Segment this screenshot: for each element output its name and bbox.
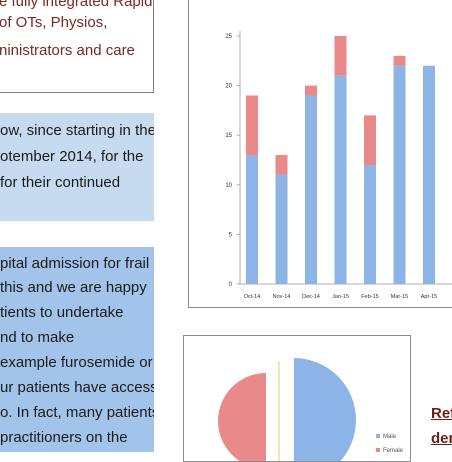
- x-tick-label: Dec-14: [302, 294, 320, 300]
- x-tick-label: Apr-15: [421, 294, 438, 300]
- y-tick-label: 5: [229, 232, 233, 238]
- bar-segment-red: [246, 95, 258, 156]
- body-line: practitioners on the: [0, 429, 128, 446]
- intro-text-box: e fully integrated Rapid of OTs, Physios…: [0, 0, 154, 93]
- legend-label-female: Female: [383, 448, 404, 454]
- body-line: example furosemide or: [0, 354, 153, 371]
- x-tick-label: Nov-14: [273, 294, 291, 300]
- body-line: pital admission for frail: [0, 255, 150, 272]
- y-tick-label: 0: [229, 282, 233, 288]
- legend-swatch-male: [376, 434, 380, 438]
- y-tick-label: 25: [225, 34, 232, 40]
- bar-segment-blue: [305, 95, 317, 285]
- x-tick-label: Feb-15: [361, 294, 378, 300]
- thanks-line: ow, since starting in the: [0, 122, 154, 139]
- bar-segment-blue: [246, 155, 258, 284]
- bar-chart-frame: 0 5 10 15 20 25 Oct-14 Nov-14 Dec-14 Jan-15 Feb-15…: [188, 0, 452, 308]
- body-line: o. In fact, many patients: [0, 404, 154, 421]
- legend-swatch-female: [376, 448, 380, 452]
- intro-line: of OTs, Physios,: [0, 14, 108, 31]
- y-tick-label: 15: [225, 133, 232, 139]
- bar-segment-red: [305, 85, 317, 96]
- body-line: tients to undertake: [0, 304, 124, 321]
- bar-segment-blue: [275, 174, 288, 284]
- intro-line: ninistrators and care: [0, 42, 135, 59]
- y-tick-label: 20: [225, 84, 232, 90]
- bar-segment-blue: [364, 164, 376, 284]
- thanks-line: otember 2014, for the: [0, 148, 144, 165]
- body-line: this and we are happy: [0, 279, 147, 296]
- intro-line: e fully integrated Rapid: [0, 0, 153, 10]
- bar-segment-red: [393, 55, 406, 66]
- body-line: ur patients have access: [0, 379, 154, 396]
- x-tick-label: Mar-15: [391, 294, 408, 300]
- y-tick-label: 10: [225, 183, 232, 189]
- pie-slice-male: [294, 358, 356, 461]
- bar-segment-red: [364, 115, 376, 165]
- references-heading-line2: der: [431, 430, 452, 447]
- references-heading: Ref: [431, 405, 452, 422]
- pie-chart: Male Female: [218, 358, 404, 461]
- body-line: nd to make: [0, 329, 75, 346]
- pie-chart-frame: Male Female: [183, 335, 411, 462]
- bar-segment-red: [275, 155, 288, 175]
- x-tick-label: Jan-15: [332, 294, 349, 300]
- bar-segment-blue: [423, 65, 435, 284]
- bar-segment-red: [334, 36, 347, 76]
- thanks-text-box: ow, since starting in the otember 2014, …: [0, 113, 154, 221]
- body-text-box: pital admission for frail this and we ar…: [0, 247, 154, 452]
- bar-chart: 0 5 10 15 20 25 Oct-14 Nov-14 Dec-14 Jan-15 Feb-15…: [225, 31, 452, 300]
- x-tick-label: Oct-14: [244, 294, 261, 300]
- thanks-line: for their continued: [0, 174, 121, 191]
- legend-label-male: Male: [383, 434, 397, 440]
- bar-segment-blue: [334, 75, 347, 285]
- pie-slice-female: [218, 373, 266, 461]
- bar-segment-blue: [393, 65, 406, 284]
